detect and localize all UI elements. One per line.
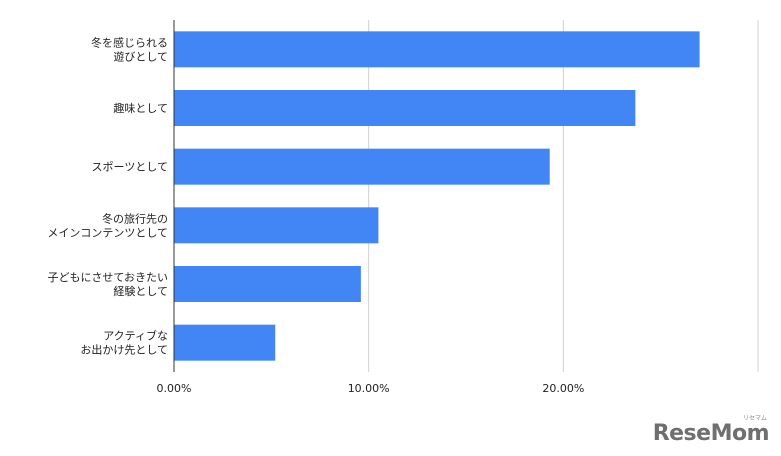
category-label: 冬を感じられる <box>91 35 168 49</box>
category-label: アクティブな <box>103 329 168 343</box>
bar <box>174 207 379 244</box>
bar <box>174 148 550 185</box>
category-label: 冬の旅行先の <box>102 211 168 225</box>
resemom-watermark-logo: ReseMom <box>652 421 770 446</box>
category-label: 趣味として <box>113 101 168 115</box>
category-label: 子どもにさせておきたい <box>48 271 168 284</box>
bar <box>174 324 276 361</box>
category-label: メインコンテンツとして <box>47 226 168 239</box>
bar <box>174 90 636 126</box>
category-label: 経験として <box>113 284 168 298</box>
x-tick-label: 20.00% <box>542 382 584 395</box>
bar <box>174 266 361 302</box>
category-label: 遊びとして <box>113 49 168 63</box>
bar <box>174 31 700 68</box>
x-tick-label: 0.00% <box>157 382 192 395</box>
category-label: お出かけ先として <box>80 343 168 357</box>
watermark-ruby: リセマム <box>742 415 767 422</box>
x-tick-label: 10.00% <box>348 382 390 395</box>
category-label: スポーツとして <box>92 161 168 174</box>
